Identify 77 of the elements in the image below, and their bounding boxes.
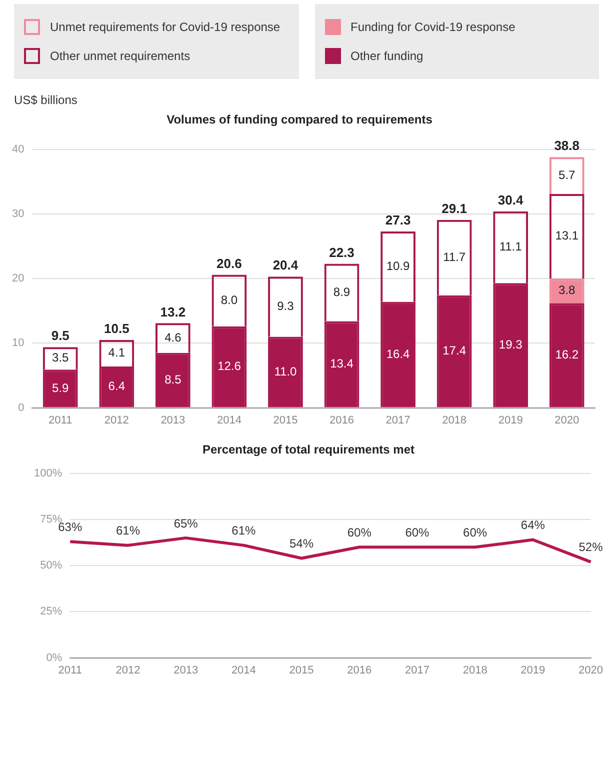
x-tick-label: 2013: [160, 414, 186, 426]
total-label: 29.1: [442, 200, 467, 216]
data-label: 16.4: [386, 346, 410, 361]
data-label: 16.2: [555, 348, 579, 362]
total-label: 13.2: [160, 304, 186, 320]
data-label: 12.6: [218, 359, 242, 374]
y-tick-label: 50%: [40, 560, 62, 572]
x-tick-label: 2018: [462, 664, 488, 676]
data-label: 13.1: [555, 228, 579, 243]
total-label: 9.5: [51, 328, 70, 344]
data-label: 19.3: [498, 338, 523, 352]
x-tick-label: 2020: [554, 414, 580, 426]
legend-label: Other funding: [350, 49, 424, 63]
data-label: 10.9: [386, 258, 410, 273]
data-label: 54%: [290, 536, 314, 551]
x-tick-label: 2016: [347, 664, 372, 676]
x-tick-label: 2019: [520, 664, 546, 676]
x-tick-label: 2016: [330, 414, 354, 426]
total-label: 20.4: [272, 258, 299, 273]
data-label: 6.4: [108, 379, 126, 394]
total-label: 20.6: [216, 256, 242, 271]
x-tick-label: 2017: [386, 414, 410, 426]
x-tick-label: 2014: [231, 664, 256, 676]
data-label: 11.1: [499, 240, 522, 254]
legend-label: Funding for Covid-19 response: [350, 20, 516, 34]
data-label: 52%: [578, 540, 604, 554]
x-tick-label: 2015: [273, 414, 298, 426]
total-label: 10.5: [104, 321, 130, 336]
y-tick-label: 30: [12, 208, 24, 220]
x-tick-label: 2018: [442, 414, 467, 426]
data-label: 8.5: [164, 372, 182, 386]
data-label: 11.7: [443, 250, 466, 264]
data-label: 61%: [116, 524, 140, 538]
legend-label: Other unmet requirements: [50, 49, 190, 63]
x-tick-label: 2011: [48, 414, 72, 426]
y-tick-label: 0: [18, 402, 24, 414]
x-tick-label: 2015: [289, 664, 314, 676]
total-label: 22.3: [329, 244, 354, 260]
data-label: 65%: [174, 516, 198, 530]
data-label: 3.5: [52, 350, 70, 365]
data-label: 4.1: [108, 346, 126, 360]
y-tick-label: 100%: [34, 467, 62, 480]
data-label: 64%: [520, 518, 546, 532]
x-tick-label: 2012: [104, 414, 129, 426]
data-label: 61%: [232, 524, 256, 538]
x-tick-label: 2019: [498, 414, 523, 426]
data-label: 60%: [463, 525, 488, 540]
total-label: 38.8: [554, 138, 580, 154]
y-tick-label: 10: [12, 337, 24, 350]
data-label: 60%: [405, 525, 430, 540]
data-label: 3.8: [558, 283, 576, 298]
data-label: 5.9: [52, 380, 70, 395]
x-tick-label: 2012: [116, 664, 140, 676]
x-tick-label: 2014: [216, 414, 242, 426]
y-tick-label: 25%: [40, 606, 62, 618]
x-tick-label: 2013: [174, 664, 198, 676]
data-label: 8.0: [220, 292, 238, 307]
data-label: 13.4: [330, 356, 354, 371]
data-label: 11.0: [274, 364, 298, 378]
x-tick-label: 2017: [404, 664, 430, 676]
y-tick-label: 0%: [46, 652, 62, 664]
total-label: 30.4: [498, 192, 524, 208]
data-label: 9.3: [277, 299, 294, 314]
data-label: 17.4: [442, 344, 466, 358]
chart-title: Percentage of total requirements met: [202, 442, 415, 457]
data-label: 4.6: [164, 330, 182, 344]
y-axis-title: US$ billions: [14, 93, 78, 107]
legend-label: Unmet requirements for Covid-19 response: [50, 20, 280, 34]
data-label: 8.9: [333, 284, 350, 299]
chart-title: Volumes of funding compared to requirements: [166, 112, 433, 127]
total-label: 27.3: [385, 212, 411, 228]
data-label: 60%: [347, 525, 372, 540]
data-label: 5.7: [558, 168, 576, 182]
y-tick-label: 20: [12, 272, 24, 285]
x-tick-label: 2011: [58, 664, 82, 676]
y-tick-label: 40: [12, 143, 24, 156]
x-tick-label: 2020: [578, 664, 604, 676]
